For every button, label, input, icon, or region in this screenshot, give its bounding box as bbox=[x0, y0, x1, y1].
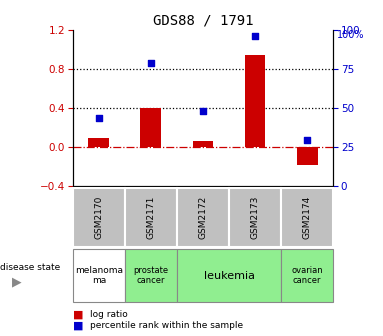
Text: percentile rank within the sample: percentile rank within the sample bbox=[90, 322, 243, 330]
Text: ■: ■ bbox=[73, 309, 83, 319]
Text: ▶: ▶ bbox=[11, 275, 21, 288]
Text: disease state: disease state bbox=[0, 263, 60, 271]
Text: melanoma
ma: melanoma ma bbox=[75, 266, 123, 285]
Text: 100%: 100% bbox=[337, 30, 365, 40]
Point bbox=[96, 115, 102, 120]
Bar bbox=[88, 138, 109, 148]
Point bbox=[304, 137, 310, 142]
Text: GSM2174: GSM2174 bbox=[303, 196, 312, 239]
Bar bbox=[193, 140, 213, 148]
Text: GSM2172: GSM2172 bbox=[198, 196, 208, 239]
Text: ovarian
cancer: ovarian cancer bbox=[291, 266, 323, 285]
Bar bbox=[297, 148, 318, 165]
Point bbox=[200, 109, 206, 114]
Text: ■: ■ bbox=[73, 321, 83, 331]
Title: GDS88 / 1791: GDS88 / 1791 bbox=[153, 14, 253, 28]
Text: GSM2170: GSM2170 bbox=[94, 196, 103, 239]
Text: GSM2173: GSM2173 bbox=[250, 196, 260, 239]
Text: leukemia: leukemia bbox=[203, 270, 255, 281]
Point bbox=[252, 34, 258, 39]
Bar bbox=[141, 108, 161, 148]
Text: log ratio: log ratio bbox=[90, 310, 128, 319]
Point bbox=[148, 60, 154, 66]
Text: GSM2171: GSM2171 bbox=[146, 196, 155, 239]
Bar bbox=[245, 55, 265, 148]
Text: prostate
cancer: prostate cancer bbox=[133, 266, 169, 285]
